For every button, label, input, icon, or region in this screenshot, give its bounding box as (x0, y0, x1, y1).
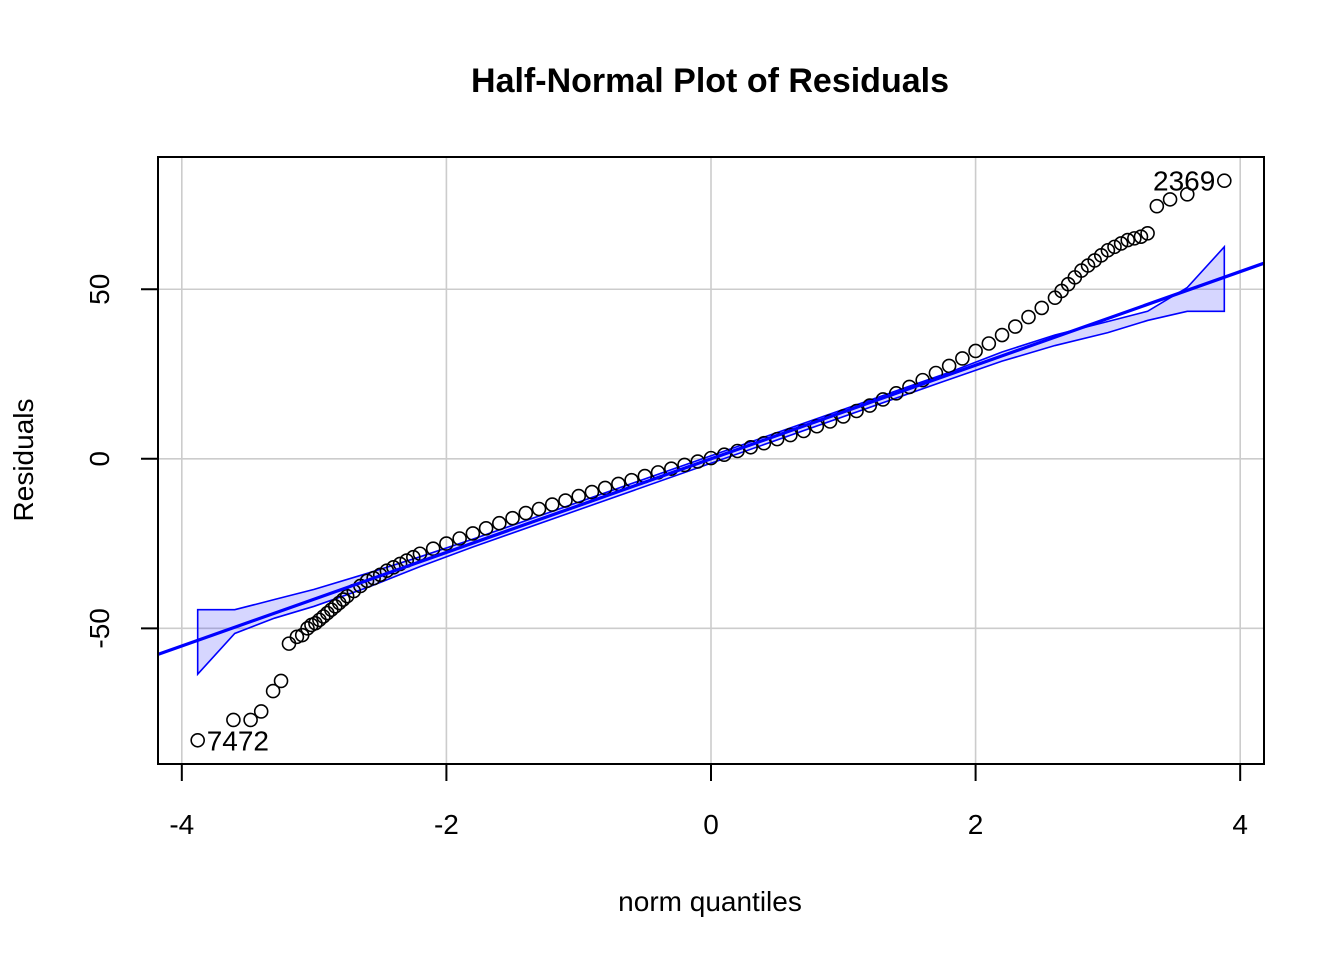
data-point (505, 510, 520, 526)
data-point (558, 493, 573, 508)
data-point (300, 621, 315, 636)
data-point (1007, 319, 1023, 334)
data-point (320, 605, 335, 621)
data-point (1021, 309, 1036, 325)
point-annotations: 2369 7472 (207, 166, 1216, 757)
data-point (888, 386, 904, 401)
data-point (1162, 192, 1178, 207)
data-point (335, 592, 351, 607)
data-point (1149, 198, 1165, 214)
data-point (359, 573, 375, 589)
x-tick-label: 4 (1232, 809, 1248, 840)
data-point (253, 704, 269, 719)
data-point (465, 526, 481, 541)
data-point (941, 358, 957, 374)
x-tick-label: -2 (434, 809, 459, 840)
data-point (981, 336, 997, 351)
point-label: 2369 (1153, 166, 1215, 197)
data-point (316, 609, 331, 624)
x-tick-label: 0 (703, 809, 719, 840)
data-point (597, 480, 613, 496)
data-point (518, 505, 534, 521)
data-point (439, 536, 454, 551)
data-point (968, 343, 983, 359)
data-point (571, 488, 587, 504)
data-point (1179, 187, 1195, 202)
y-tick-label: 50 (84, 274, 115, 305)
data-point (327, 599, 343, 614)
data-point (835, 409, 851, 424)
data-point (492, 515, 507, 531)
data-point (531, 501, 547, 517)
data-point (273, 673, 289, 689)
y-axis-label: Residuals (8, 399, 39, 522)
data-point (226, 712, 241, 728)
data-point (1120, 232, 1136, 248)
data-point (331, 595, 347, 611)
x-tick-label: 2 (968, 809, 984, 840)
data-point (1034, 300, 1050, 316)
data-point (478, 521, 494, 536)
data-point (783, 427, 798, 443)
chart-title: Half-Normal Plot of Residuals (471, 62, 949, 100)
data-point (994, 327, 1010, 343)
data-point (1217, 173, 1232, 189)
data-point (1113, 236, 1129, 251)
data-point (366, 570, 381, 586)
data-point (1107, 239, 1122, 255)
data-point (425, 541, 441, 556)
data-point (664, 461, 679, 476)
data-point (243, 712, 258, 728)
data-point (584, 484, 600, 500)
reference-line (157, 261, 1265, 656)
data-point (1140, 225, 1155, 241)
data-point (1100, 242, 1116, 258)
data-point (281, 636, 297, 651)
x-tick-label: -4 (169, 809, 194, 840)
data-point (452, 531, 467, 546)
data-point (265, 683, 281, 699)
y-tick-label: 0 (84, 451, 115, 467)
x-axis-label: norm quantiles (618, 886, 802, 917)
data-point (1127, 231, 1142, 246)
data-point (544, 497, 560, 512)
y-axis: -50 0 50 (84, 274, 158, 649)
reference-line-group (157, 261, 1265, 656)
point-label: 7472 (207, 725, 269, 756)
x-axis: -4 -2 0 2 4 (169, 764, 1248, 840)
y-tick-label: -50 (84, 608, 115, 648)
data-point (1133, 229, 1149, 244)
data-point (955, 351, 970, 366)
data-point (324, 602, 339, 618)
data-point (190, 732, 205, 748)
